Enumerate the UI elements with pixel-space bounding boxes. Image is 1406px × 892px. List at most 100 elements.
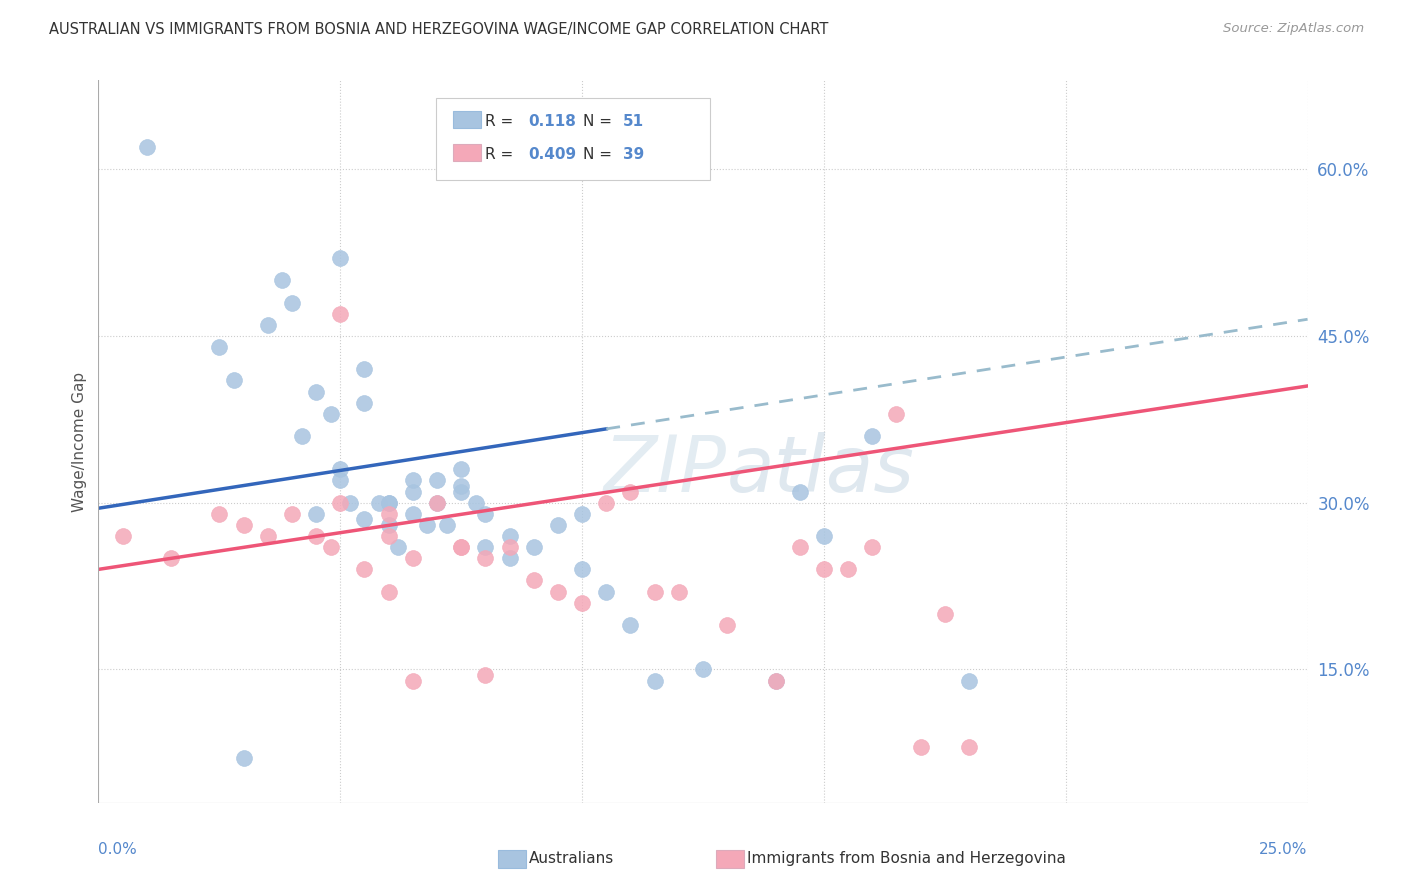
Point <box>957 673 980 688</box>
Point <box>464 496 486 510</box>
Point <box>498 540 520 554</box>
Point <box>135 140 157 154</box>
Point <box>765 673 787 688</box>
Point <box>329 496 352 510</box>
Text: 0.409: 0.409 <box>529 147 576 162</box>
Y-axis label: Wage/Income Gap: Wage/Income Gap <box>72 371 87 512</box>
Point <box>329 474 352 488</box>
Point <box>765 673 787 688</box>
Text: Source: ZipAtlas.com: Source: ZipAtlas.com <box>1223 22 1364 36</box>
Point <box>222 373 245 387</box>
Text: N =: N = <box>583 147 617 162</box>
Point <box>208 340 231 354</box>
Point <box>402 484 425 499</box>
Point <box>547 584 569 599</box>
Point <box>353 562 375 576</box>
Point <box>813 529 835 543</box>
Text: 25.0%: 25.0% <box>1260 842 1308 856</box>
Point <box>377 584 399 599</box>
Point <box>402 474 425 488</box>
Point <box>886 407 908 421</box>
Point <box>474 540 496 554</box>
Point <box>619 618 641 632</box>
Point <box>353 362 375 376</box>
Text: ZIP: ZIP <box>605 433 727 508</box>
Point <box>692 662 714 676</box>
Point <box>232 751 254 765</box>
Text: R =: R = <box>485 114 519 129</box>
Text: 0.0%: 0.0% <box>98 842 138 856</box>
Point <box>450 484 472 499</box>
Text: 51: 51 <box>623 114 644 129</box>
Point <box>523 574 546 588</box>
Point <box>436 517 458 532</box>
Point <box>523 540 546 554</box>
Point <box>329 251 352 265</box>
Point <box>474 507 496 521</box>
Point <box>789 540 811 554</box>
Point <box>232 517 254 532</box>
Point <box>498 551 520 566</box>
Point <box>934 607 956 621</box>
Point <box>450 479 472 493</box>
Point <box>353 395 375 409</box>
Point <box>353 512 375 526</box>
Point <box>450 540 472 554</box>
Point <box>368 496 391 510</box>
Point <box>910 740 932 755</box>
Point <box>668 584 690 599</box>
Point <box>426 496 449 510</box>
Point <box>329 307 352 321</box>
Point <box>595 496 617 510</box>
Point <box>305 529 328 543</box>
Point <box>716 618 738 632</box>
Point <box>402 551 425 566</box>
Point <box>426 496 449 510</box>
Point <box>450 540 472 554</box>
Point <box>160 551 183 566</box>
Text: 39: 39 <box>623 147 644 162</box>
Point <box>450 462 472 476</box>
Point <box>290 429 312 443</box>
Point <box>111 529 134 543</box>
Point <box>256 529 278 543</box>
Point <box>619 484 641 499</box>
Text: Immigrants from Bosnia and Herzegovina: Immigrants from Bosnia and Herzegovina <box>747 851 1066 865</box>
Point <box>813 562 835 576</box>
Point <box>498 529 520 543</box>
Point <box>474 551 496 566</box>
Point <box>571 596 593 610</box>
Point <box>256 318 278 332</box>
Point <box>377 507 399 521</box>
Point <box>377 517 399 532</box>
Text: Australians: Australians <box>529 851 614 865</box>
Point <box>281 507 304 521</box>
Point <box>339 496 361 510</box>
Point <box>271 273 294 287</box>
Point <box>329 462 352 476</box>
Text: N =: N = <box>583 114 617 129</box>
Point <box>281 295 304 310</box>
Point <box>426 474 449 488</box>
Text: AUSTRALIAN VS IMMIGRANTS FROM BOSNIA AND HERZEGOVINA WAGE/INCOME GAP CORRELATION: AUSTRALIAN VS IMMIGRANTS FROM BOSNIA AND… <box>49 22 828 37</box>
Text: 0.118: 0.118 <box>529 114 576 129</box>
Point <box>416 517 439 532</box>
Point <box>789 484 811 499</box>
Point <box>957 740 980 755</box>
Point <box>571 507 593 521</box>
Point <box>377 529 399 543</box>
Point <box>305 507 328 521</box>
Point <box>402 507 425 521</box>
Point <box>644 673 666 688</box>
Point <box>595 584 617 599</box>
Point <box>387 540 409 554</box>
Point <box>644 584 666 599</box>
Point <box>319 540 342 554</box>
Point <box>305 384 328 399</box>
Point <box>377 496 399 510</box>
Text: atlas: atlas <box>727 433 915 508</box>
Point <box>377 496 399 510</box>
Point <box>837 562 859 576</box>
Point <box>547 517 569 532</box>
Point <box>208 507 231 521</box>
